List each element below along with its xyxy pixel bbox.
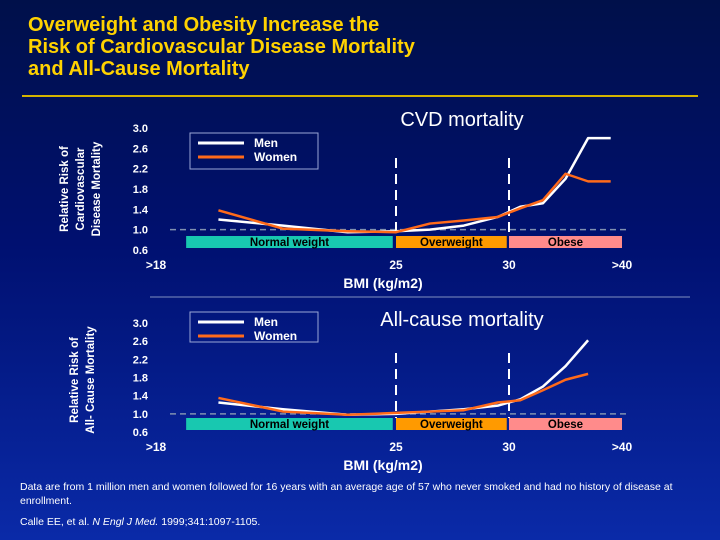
x-axis-label: BMI (kg/m2) xyxy=(343,275,422,291)
y-axis-label-line: Relative Risk of xyxy=(59,146,71,232)
y-tick-label: 2.6 xyxy=(133,336,148,348)
weight-band-normal-weight xyxy=(186,418,393,430)
legend-box xyxy=(189,311,319,343)
y-tick-label: 1.0 xyxy=(133,225,148,237)
y-tick-label: 2.6 xyxy=(133,143,148,155)
y-axis-label-line: Disease Mortality xyxy=(91,141,103,236)
y-tick-label: 1.8 xyxy=(133,184,148,196)
slide-title: Overweight and Obesity Increase the Risk… xyxy=(28,14,688,80)
citation-journal: N Engl J Med. xyxy=(92,516,159,528)
weight-band-label: Overweight xyxy=(420,419,483,431)
footnote-data-description: Data are from 1 million men and women fo… xyxy=(20,481,673,507)
weight-band-obese xyxy=(509,236,622,248)
series-line-women xyxy=(218,372,589,416)
y-tick-label: 1.0 xyxy=(133,409,148,421)
y-tick-label: 2.2 xyxy=(133,354,148,366)
footnote-citation: Calle EE, et al. N Engl J Med. 1999;341:… xyxy=(20,515,680,529)
y-tick-label: 2.2 xyxy=(133,164,148,176)
weight-band-label: Overweight xyxy=(420,237,483,249)
y-axis-label-line: All- Cause Mortality xyxy=(85,326,97,434)
chart-panel-1: CVD mortality Relative Risk of Cardiovascu… xyxy=(59,109,633,291)
x-tick-label: 30 xyxy=(502,258,516,272)
y-axis-label-line: Cardiovascular xyxy=(75,147,87,231)
weight-band-label: Obese xyxy=(548,237,583,249)
legend-label-men: Men xyxy=(254,315,278,329)
x-tick-label: >18 xyxy=(146,440,167,454)
y-tick-label: 1.8 xyxy=(133,373,148,385)
x-tick-label: 25 xyxy=(389,258,403,272)
x-tick-label: 25 xyxy=(389,440,403,454)
x-tick-label: >40 xyxy=(612,440,633,454)
y-tick-label: 3.0 xyxy=(133,318,148,330)
chart-title: CVD mortality xyxy=(400,109,523,131)
legend-label-men: Men xyxy=(254,136,278,150)
weight-band-obese xyxy=(509,418,622,430)
chart-panel-2: All-cause mortality Relative Risk of All- … xyxy=(69,309,633,473)
x-tick-label: >18 xyxy=(146,258,167,272)
y-tick-label: 0.6 xyxy=(133,245,148,257)
series-line-women xyxy=(218,172,611,234)
weight-band-overweight xyxy=(396,418,507,430)
weight-band-normal-weight xyxy=(186,236,393,248)
legend-label-women: Women xyxy=(254,150,297,164)
x-axis-label: BMI (kg/m2) xyxy=(343,457,422,473)
citation-details: 1999;341:1097-1105. xyxy=(161,516,261,528)
series-line-men xyxy=(218,339,590,416)
title-line-3: and All-Cause Mortality xyxy=(28,58,250,80)
legend-box xyxy=(189,132,319,170)
x-tick-label: 30 xyxy=(502,440,516,454)
y-tick-label: 0.6 xyxy=(133,427,148,439)
y-tick-label: 3.0 xyxy=(133,123,148,135)
weight-band-overweight xyxy=(396,236,507,248)
title-divider xyxy=(22,95,698,97)
chart-title: All-cause mortality xyxy=(380,309,543,331)
y-tick-label: 1.4 xyxy=(133,391,149,403)
x-tick-label: >40 xyxy=(612,258,633,272)
title-line-2: Risk of Cardiovascular Disease Mortality xyxy=(28,36,415,58)
y-axis-label-line: Relative Risk of xyxy=(69,337,81,423)
y-tick-label: 1.4 xyxy=(133,204,149,216)
weight-band-label: Normal weight xyxy=(250,419,329,431)
weight-band-label: Obese xyxy=(548,419,583,431)
weight-band-label: Normal weight xyxy=(250,237,329,249)
legend-label-women: Women xyxy=(254,329,297,343)
citation-authors: Calle EE, et al. xyxy=(20,516,90,528)
title-line-1: Overweight and Obesity Increase the xyxy=(28,14,380,36)
